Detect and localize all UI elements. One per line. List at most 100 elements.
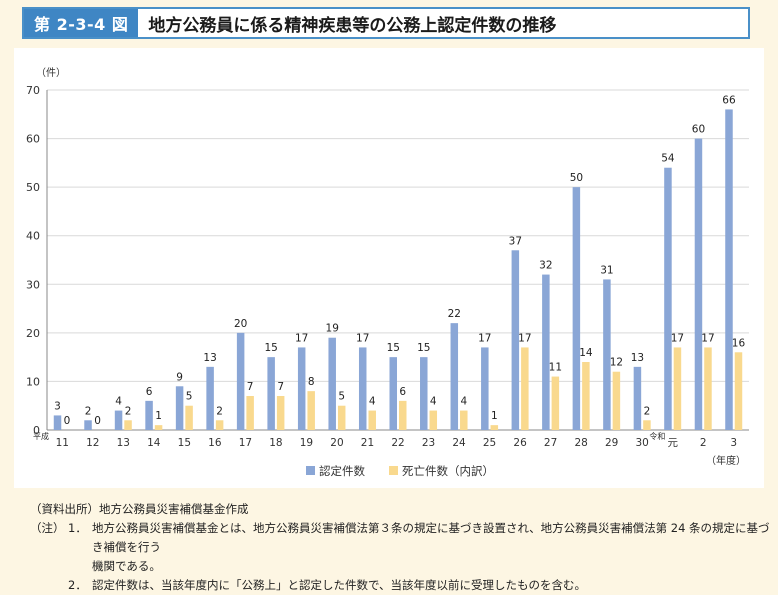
x-tick-label: 18 [269,437,282,449]
data-label-recognized: 6 [146,386,153,398]
data-label-deaths: 2 [125,405,132,417]
data-label-recognized: 17 [295,332,308,344]
data-label-deaths: 0 [94,415,101,427]
data-label-deaths: 6 [399,386,406,398]
bar-deaths [124,420,132,430]
x-tick-label: 27 [544,437,557,449]
bar-deaths [551,376,560,430]
note-item: （注） 1． 地方公務員災害補償基金とは、地方公務員災害補償法第３条の規定に基づ… [30,519,770,557]
x-tick-label: 12 [86,437,99,449]
data-label-deaths: 17 [671,332,684,344]
bar-recognized [389,357,397,430]
data-label-recognized: 31 [600,264,613,276]
data-label-deaths: 7 [247,381,254,393]
y-tick-label: 10 [26,375,40,388]
data-label-recognized: 15 [387,342,400,354]
bar-recognized [694,138,703,431]
data-label-deaths: 2 [644,405,651,417]
data-label-deaths: 16 [732,337,746,349]
bar-recognized [633,366,642,430]
legend-swatch-deaths [389,466,398,475]
bar-recognized [145,400,153,430]
x-tick-label: 17 [239,437,252,449]
data-label-recognized: 13 [203,352,216,364]
data-label-recognized: 2 [85,405,92,417]
x-tick-label: 22 [391,437,404,449]
x-tick-label: 元 [667,437,678,449]
legend-swatch-recognized [306,466,315,475]
bar-deaths [215,420,224,430]
x-tick-label: 11 [56,437,69,449]
bar-recognized [725,109,733,430]
legend-label-recognized: 認定件数 [319,464,365,478]
bar-recognized [358,347,367,430]
data-label-deaths: 0 [64,415,71,427]
figure-label: 第 2-3-4 図 [24,9,139,37]
era-label-heisei: 平成 [33,431,49,441]
bar-recognized [511,250,520,430]
legend-label-deaths: 死亡件数（内訳） [402,464,494,478]
note-item: 2． 認定件数は、当該年度内に「公務上」と認定した件数で、当該年度以前に受理した… [30,576,770,595]
x-tick-label: 29 [605,437,618,449]
bar-recognized [664,167,672,430]
data-label-deaths: 1 [155,410,162,422]
x-tick-label: 21 [361,437,374,449]
y-tick-label: 40 [26,230,40,243]
x-tick-label: 28 [574,437,587,449]
bar-recognized [297,347,306,430]
bar-deaths [490,425,499,430]
figure-title: 地方公務員に係る精神疾患等の公務上認定件数の推移 [148,15,557,36]
bar-deaths [704,347,712,430]
bar-recognized [53,415,62,430]
data-label-deaths: 4 [430,396,437,408]
bar-recognized [450,323,459,430]
bar-deaths [337,405,346,430]
y-tick-label: 50 [26,181,40,194]
y-tick-label: 70 [26,84,40,97]
y-axis-unit: （件） [36,67,66,79]
figure-header: 第 2-3-4 図 地方公務員に係る精神疾患等の公務上認定件数の推移 [22,7,750,39]
data-label-deaths: 5 [338,391,345,403]
x-tick-label: 15 [178,437,191,449]
x-tick-label: 19 [300,437,313,449]
x-tick-label: 26 [513,437,527,449]
bar-chart: （件）0102030405060703011201242136114951513… [26,67,749,478]
data-label-deaths: 5 [186,391,193,403]
data-label-deaths: 7 [277,381,284,393]
y-tick-label: 20 [26,327,40,340]
bar-deaths [673,347,682,430]
bar-deaths [643,420,651,430]
note-continuation: 機関である。 [92,559,161,573]
data-label-deaths: 17 [701,332,714,344]
note-text: 認定件数は、当該年度内に「公務上」と認定した件数で、当該年度以前に受理したものを… [92,578,587,592]
x-tick-label: 3 [730,437,737,449]
note-number: 1． [68,521,87,535]
data-label-deaths: 1 [491,410,498,422]
data-label-deaths: 2 [216,405,223,417]
era-label-reiwa: 令和 [649,431,665,441]
x-tick-label: 24 [452,437,466,449]
x-tick-label: 13 [117,437,130,449]
bar-deaths [276,396,285,430]
note-number: 2． [68,578,87,592]
data-label-recognized: 50 [570,172,583,184]
data-label-recognized: 32 [539,260,552,272]
bar-recognized [267,357,275,430]
x-tick-label: 16 [208,437,222,449]
data-label-recognized: 20 [234,318,247,330]
data-label-recognized: 15 [417,342,430,354]
data-label-recognized: 15 [264,342,277,354]
data-label-deaths: 17 [518,332,531,344]
bar-recognized [481,347,489,430]
data-label-recognized: 3 [54,400,61,412]
source-note: （資料出所）地方公務員災害補償基金作成 [30,502,249,516]
data-label-deaths: 8 [308,376,315,388]
bar-deaths [734,352,743,430]
data-label-recognized: 19 [326,323,339,335]
data-label-deaths: 14 [579,347,593,359]
y-tick-label: 0 [33,424,40,437]
data-label-deaths: 11 [549,362,562,374]
x-tick-label: 20 [330,437,343,449]
bar-recognized [206,366,214,430]
bar-deaths [368,410,376,430]
